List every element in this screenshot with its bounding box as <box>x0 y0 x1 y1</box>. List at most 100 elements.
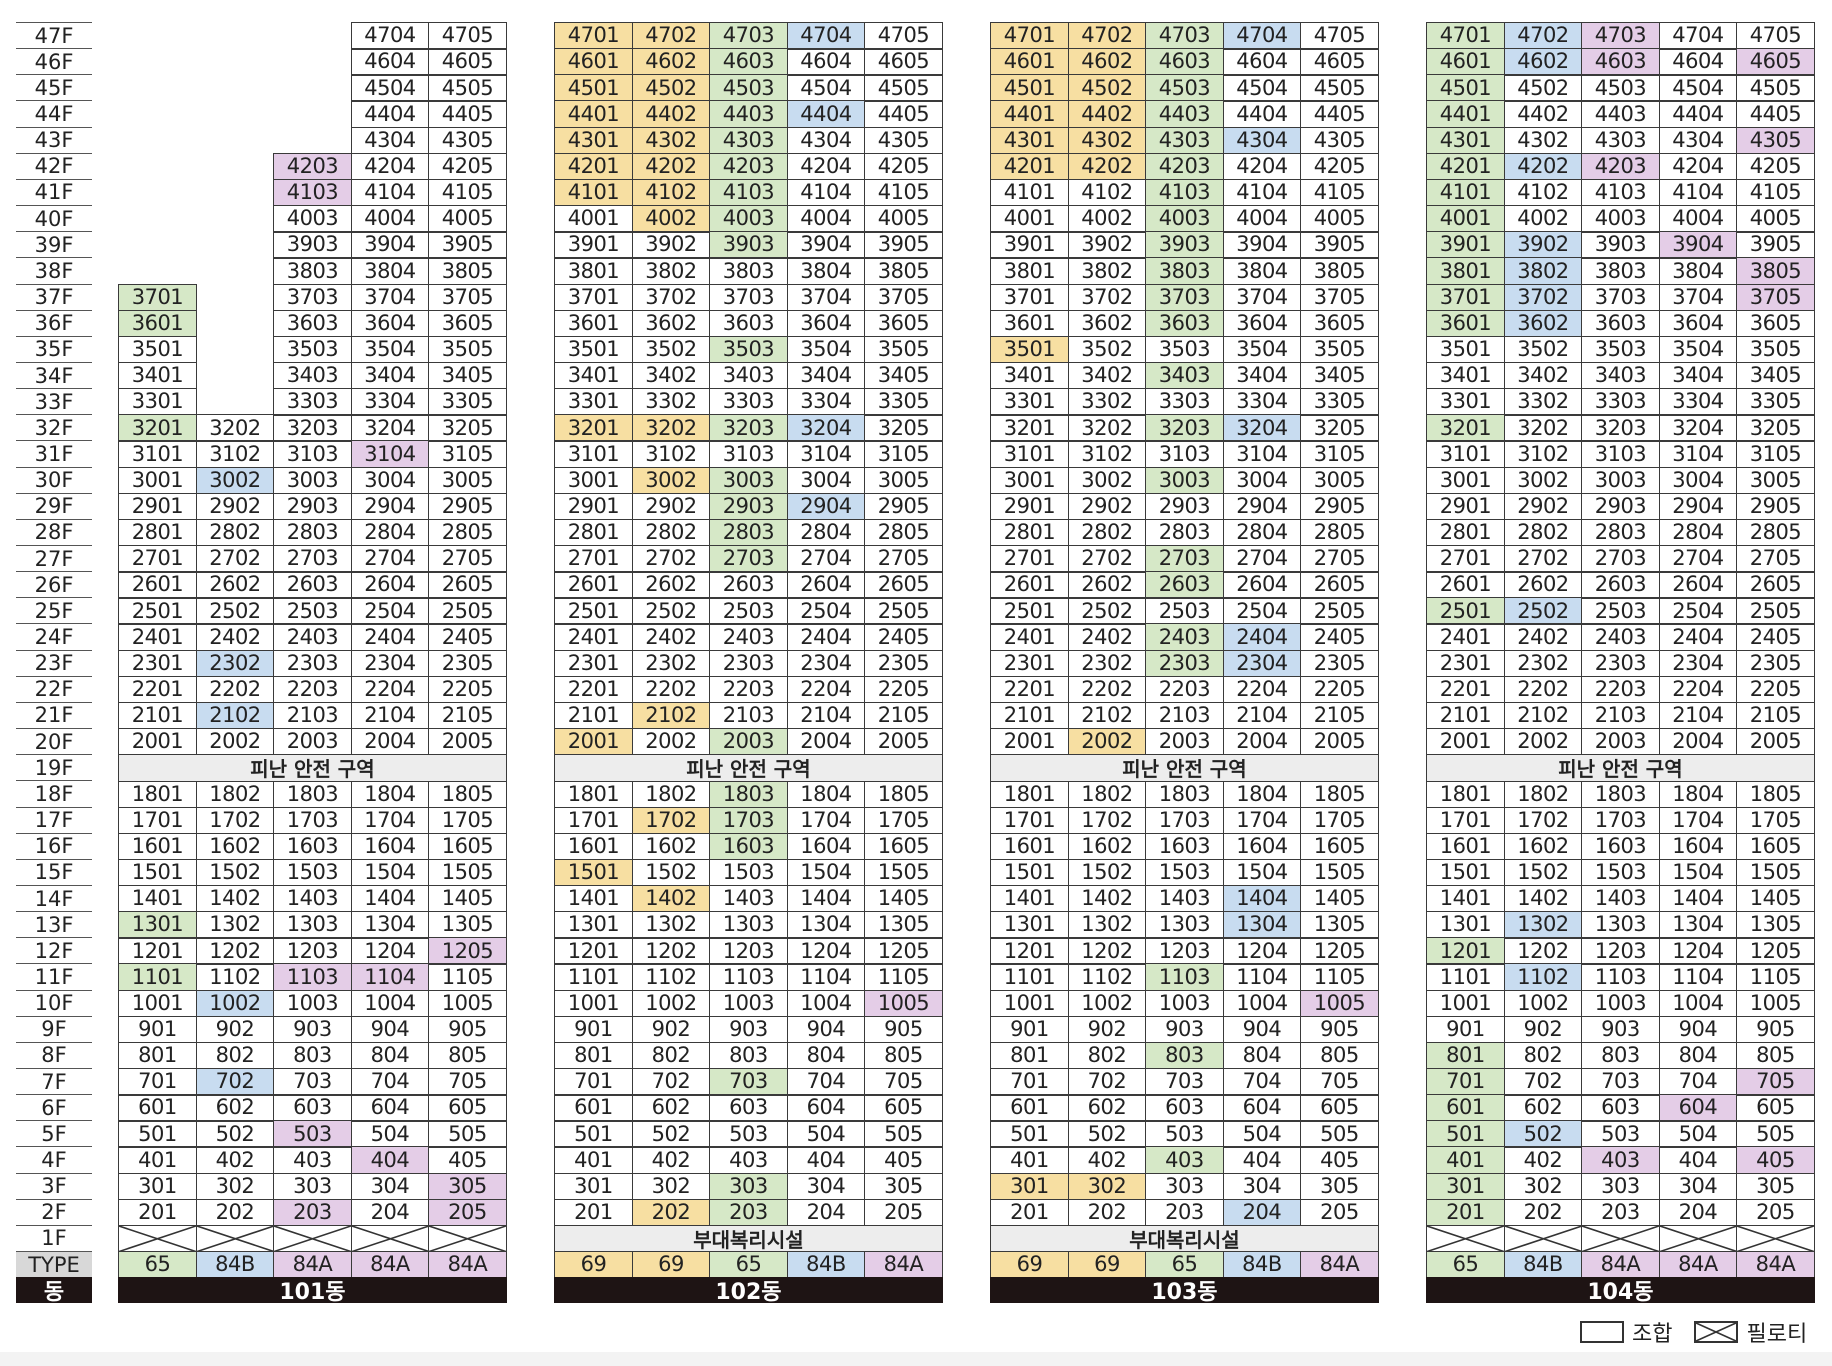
floor-label: 12F <box>16 937 92 963</box>
unit-cell: 4202 <box>1068 153 1147 181</box>
unit-cell: 2902 <box>1504 493 1583 521</box>
unit-cell: 702 <box>1504 1068 1583 1096</box>
floor-label: 34F <box>16 362 92 388</box>
unit-cell: 1301 <box>1426 911 1505 939</box>
unit-cell: 3904 <box>1223 231 1302 259</box>
unit-cell: 4102 <box>1068 179 1147 207</box>
unit-cell: 1803 <box>1145 780 1224 808</box>
unit-cell: 1503 <box>1581 859 1660 887</box>
unit-cell: 2102 <box>1068 702 1147 730</box>
unit-cell: 4304 <box>1223 127 1302 155</box>
unit-cell: 4101 <box>554 179 633 207</box>
unit-cell: 2801 <box>1426 519 1505 547</box>
unit-cell: 4203 <box>273 153 352 181</box>
unit-cell: 4705 <box>428 22 507 50</box>
unit-cell: 1302 <box>1068 911 1147 939</box>
unit-cell: 2901 <box>118 493 197 521</box>
unit-cell: 3305 <box>428 388 507 416</box>
unit-cell: 1405 <box>1736 885 1815 913</box>
pilotis-cell <box>351 1225 430 1253</box>
unit-cell: 2903 <box>1581 493 1660 521</box>
unit-cell: 4203 <box>709 153 788 181</box>
unit-cell: 1003 <box>1581 990 1660 1018</box>
unit-cell: 2001 <box>990 728 1069 756</box>
floor-label: 38F <box>16 257 92 283</box>
unit-cell: 2203 <box>1145 676 1224 704</box>
floor-label: 4F <box>16 1146 92 1172</box>
unit-cell: 901 <box>990 1016 1069 1044</box>
unit-cell: 1101 <box>554 963 633 991</box>
unit-cell: 1704 <box>1223 807 1302 835</box>
unit-cell: 3505 <box>864 336 943 364</box>
unit-cell: 3403 <box>1581 362 1660 390</box>
unit-cell: 3905 <box>1300 231 1379 259</box>
unit-cell: 301 <box>990 1173 1069 1201</box>
unit-cell: 2301 <box>1426 650 1505 678</box>
unit-cell: 3502 <box>1504 336 1583 364</box>
unit-cell: 1501 <box>1426 859 1505 887</box>
floor-label: 37F <box>16 284 92 310</box>
unit-cell: 2003 <box>709 728 788 756</box>
unit-cell: 705 <box>864 1068 943 1096</box>
type-cell: 69 <box>1068 1251 1147 1279</box>
unit-cell: 2801 <box>554 519 633 547</box>
unit-cell: 504 <box>351 1120 430 1148</box>
unit-cell: 504 <box>1223 1120 1302 1148</box>
unit-cell: 2803 <box>1145 519 1224 547</box>
unit-cell: 2404 <box>351 623 430 651</box>
unit-cell: 2505 <box>1736 597 1815 625</box>
unit-cell: 3903 <box>273 231 352 259</box>
floor-label: 33F <box>16 388 92 414</box>
unit-cell: 1303 <box>273 911 352 939</box>
unit-cell: 4201 <box>990 153 1069 181</box>
unit-cell: 2603 <box>1581 571 1660 599</box>
unit-cell: 2803 <box>1581 519 1660 547</box>
unit-cell: 3601 <box>554 310 633 338</box>
unit-cell: 902 <box>196 1016 275 1044</box>
floor-label: 45F <box>16 74 92 100</box>
unit-cell: 1405 <box>864 885 943 913</box>
unit-allocation-chart: 47F 46F 45F 44F 43F 42F 41F 40F 39F 38F 37F 36F 35F 3… <box>0 0 1832 1366</box>
unit-cell: 3604 <box>787 310 866 338</box>
unit-cell: 503 <box>709 1120 788 1148</box>
unit-cell: 4303 <box>1581 127 1660 155</box>
unit-cell: 4604 <box>1659 48 1738 76</box>
unit-cell: 2102 <box>1504 702 1583 730</box>
unit-cell: 1404 <box>787 885 866 913</box>
unit-cell: 401 <box>554 1146 633 1174</box>
unit-cell: 1101 <box>1426 963 1505 991</box>
unit-cell: 2805 <box>1736 519 1815 547</box>
unit-cell: 1801 <box>118 780 197 808</box>
floor-label: 3F <box>16 1173 92 1199</box>
unit-cell: 3803 <box>273 257 352 285</box>
unit-cell: 2105 <box>1300 702 1379 730</box>
unit-cell: 1801 <box>554 780 633 808</box>
unit-cell: 2605 <box>428 571 507 599</box>
unit-cell: 3304 <box>1659 388 1738 416</box>
unit-cell: 4004 <box>1223 205 1302 233</box>
unit-cell: 4003 <box>709 205 788 233</box>
floor-label: 27F <box>16 545 92 571</box>
unit-cell: 405 <box>428 1146 507 1174</box>
unit-cell: 2302 <box>632 650 711 678</box>
unit-cell: 502 <box>196 1120 275 1148</box>
unit-cell: 403 <box>1145 1146 1224 1174</box>
unit-cell: 1005 <box>1300 990 1379 1018</box>
unit-cell: 3205 <box>428 414 507 442</box>
unit-cell: 804 <box>1223 1042 1302 1070</box>
unit-cell: 2301 <box>554 650 633 678</box>
unit-cell: 4001 <box>554 205 633 233</box>
refuge-zone-band: 피난 안전 구역 <box>1426 754 1815 782</box>
amenity-facility-band: 부대복리시설 <box>554 1225 943 1253</box>
unit-cell: 2602 <box>196 571 275 599</box>
unit-cell: 201 <box>118 1199 197 1227</box>
unit-cell: 2302 <box>1068 650 1147 678</box>
unit-cell: 2005 <box>1300 728 1379 756</box>
unit-cell: 4104 <box>787 179 866 207</box>
unit-cell: 4602 <box>1504 48 1583 76</box>
unit-cell: 1402 <box>1504 885 1583 913</box>
unit-cell: 1604 <box>351 833 430 861</box>
unit-cell: 4405 <box>1300 100 1379 128</box>
unit-cell: 2601 <box>990 571 1069 599</box>
unit-cell: 3105 <box>1300 440 1379 468</box>
